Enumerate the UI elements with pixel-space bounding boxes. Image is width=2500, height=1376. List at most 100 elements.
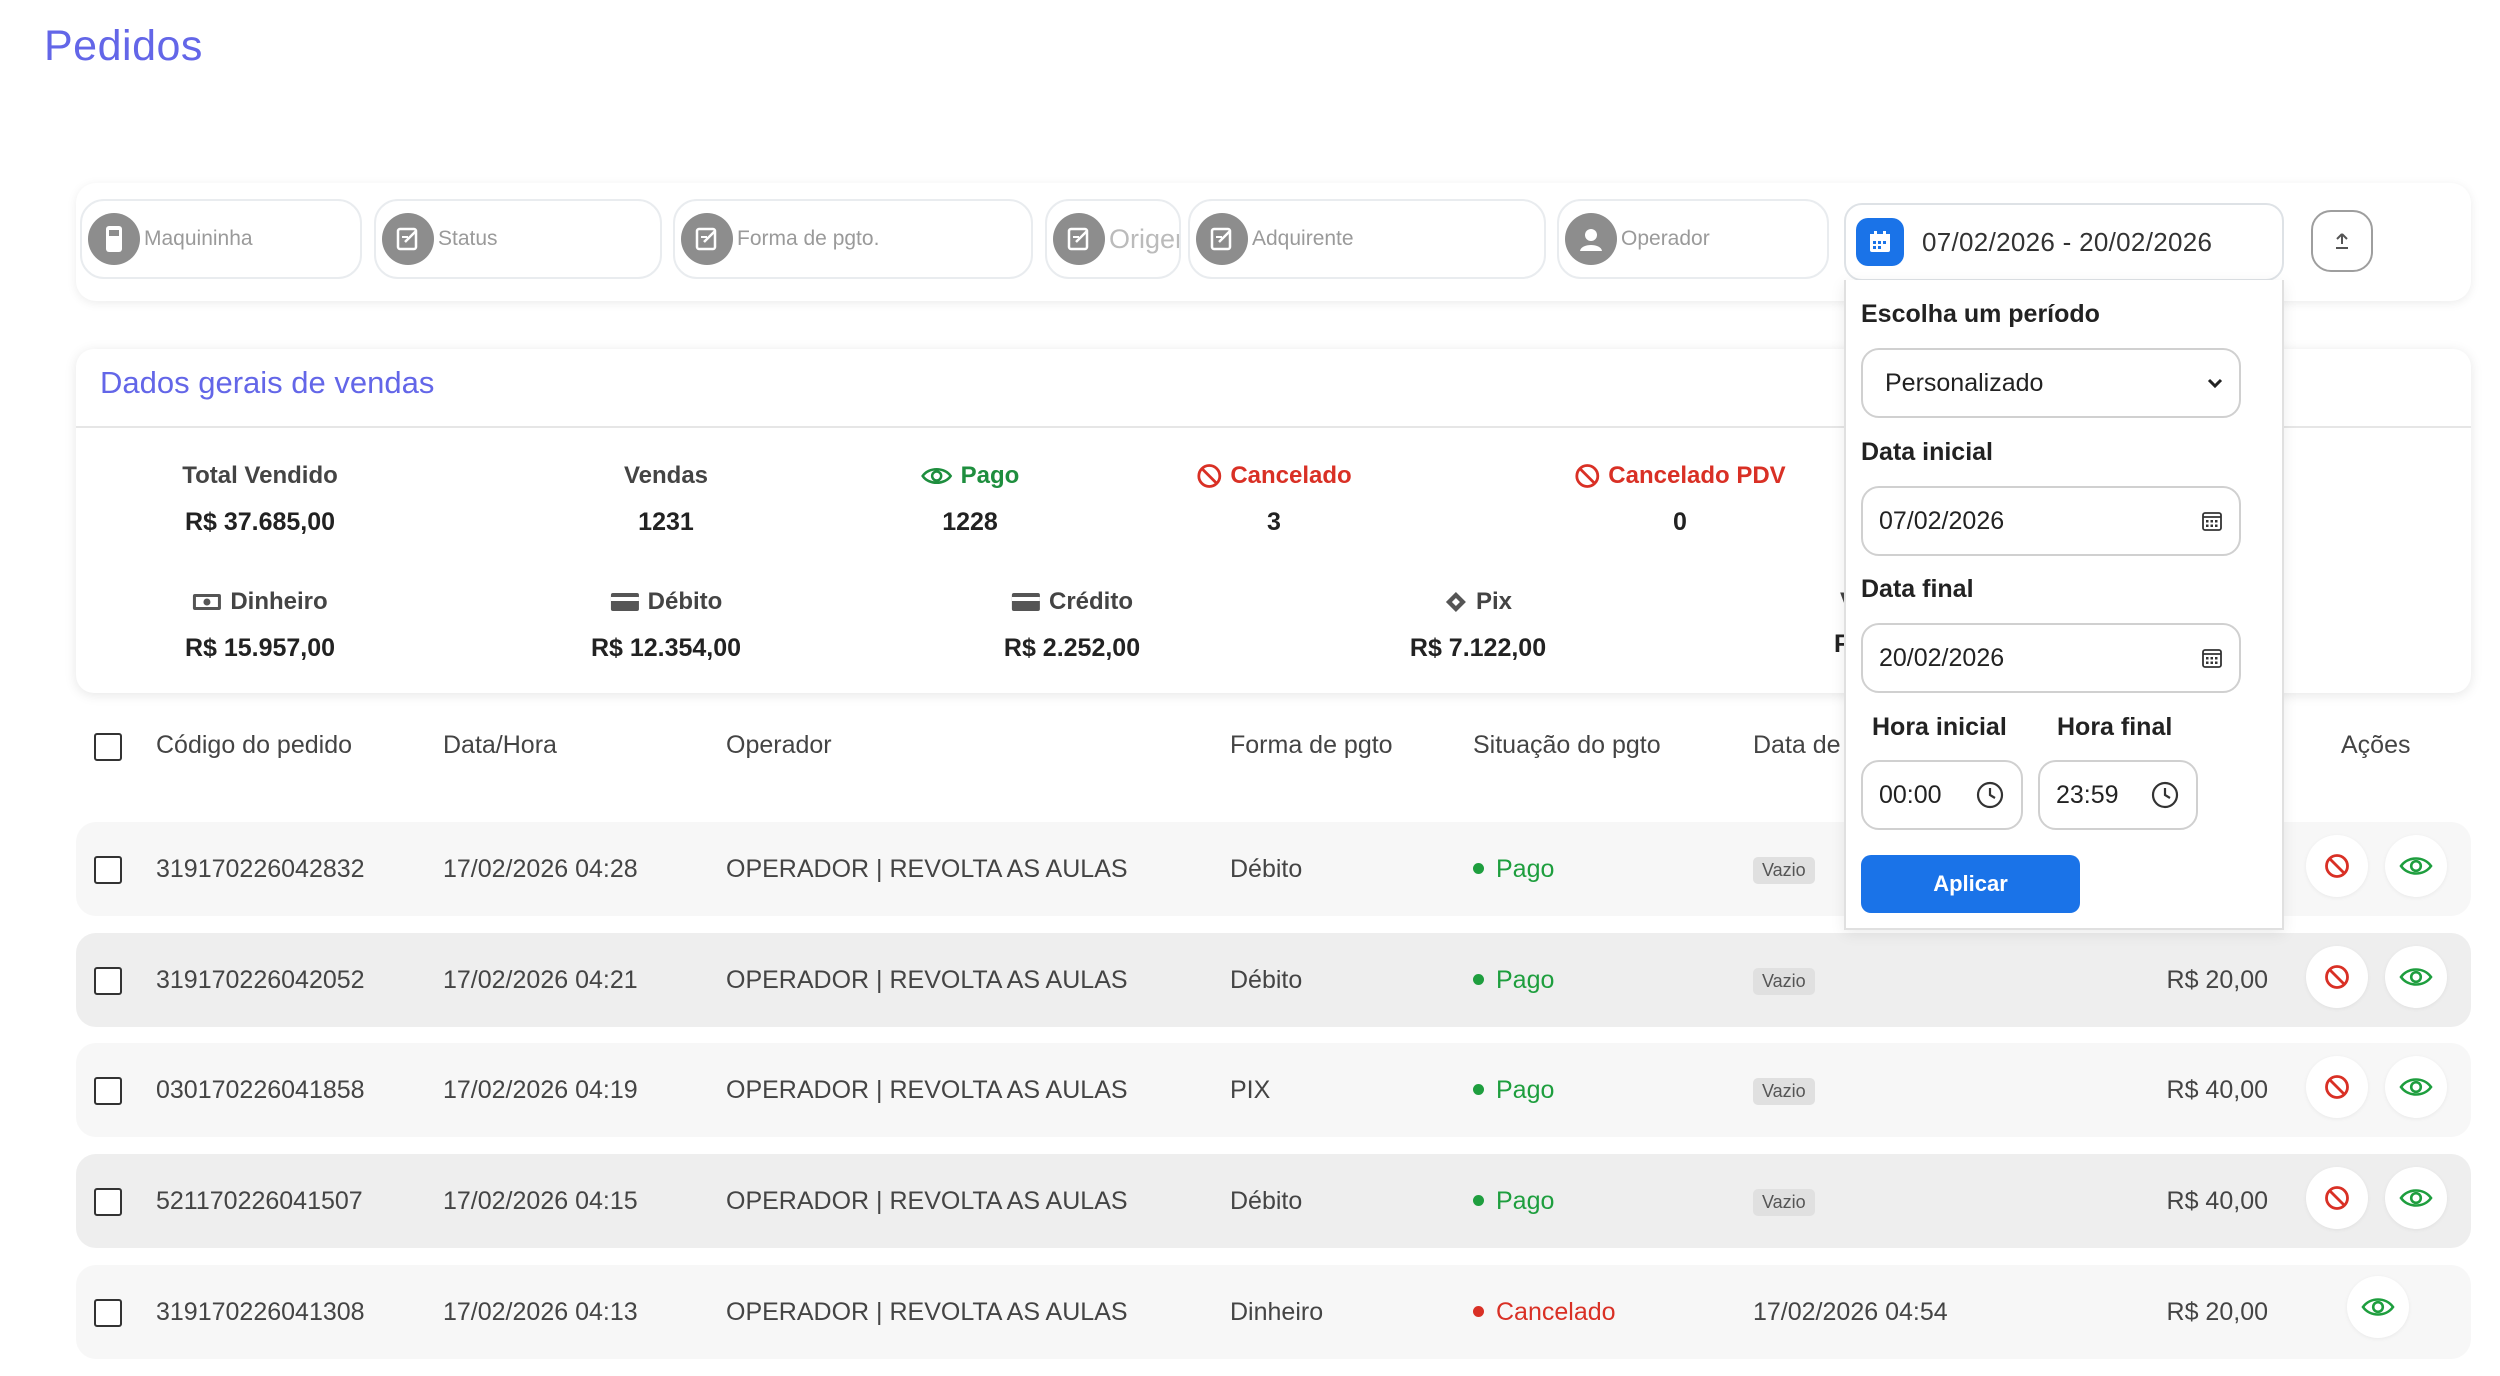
cell-forma-pgto: Dinheiro — [1230, 1298, 1324, 1326]
cell-situacao: Pago — [1473, 1187, 1554, 1216]
summary-title: Dados gerais de vendas — [100, 365, 435, 400]
filter-forma-pgto-label: Forma de pgto. — [737, 227, 880, 250]
calendar-icon — [2202, 649, 2222, 668]
empty-badge: Vazio — [1753, 857, 1815, 884]
calendar-icon — [2202, 512, 2222, 531]
end-time-value: 23:59 — [2056, 780, 2119, 809]
view-order-button[interactable] — [2385, 1056, 2447, 1118]
status-text: Pago — [1496, 1187, 1555, 1215]
table-row[interactable] — [76, 1154, 2471, 1248]
filter-maquininha-label: Maquininha — [144, 227, 253, 250]
filter-maquininha[interactable]: Maquininha — [80, 199, 362, 279]
start-time-label: Hora inicial — [1872, 713, 2007, 741]
cancel-order-button[interactable] — [2306, 1056, 2368, 1118]
cell-data-hora: 17/02/2026 04:15 — [443, 1187, 638, 1215]
view-order-button[interactable] — [2385, 835, 2447, 897]
cancel-order-button[interactable] — [2306, 946, 2368, 1008]
cancel-icon — [2325, 965, 2349, 989]
stat-pix: Pix R$ 7.122,00 — [1410, 588, 1546, 663]
cell-codigo: 319170226042052 — [156, 966, 365, 994]
date-range-picker[interactable]: 07/02/2026 - 20/02/2026 — [1844, 203, 2284, 281]
start-date-label: Data inicial — [1861, 438, 1993, 466]
stat-value: R$ 15.957,00 — [184, 634, 336, 662]
cancel-order-button[interactable] — [2306, 835, 2368, 897]
table-row[interactable] — [76, 933, 2471, 1027]
pix-icon — [1445, 592, 1466, 612]
cell-situacao: Pago — [1473, 1076, 1554, 1105]
filter-forma-pgto[interactable]: Forma de pgto. — [673, 199, 1033, 279]
stat-value: R$ 7.122,00 — [1409, 634, 1547, 662]
view-order-button[interactable] — [2385, 946, 2447, 1008]
export-button[interactable] — [2311, 210, 2373, 272]
stat-value: R$ 2.252,00 — [1003, 634, 1141, 662]
eye-icon — [2399, 1078, 2433, 1096]
cell-forma-pgto: Débito — [1230, 855, 1303, 883]
select-all-checkbox[interactable] — [94, 733, 122, 761]
stat-label: Pago — [960, 462, 1020, 489]
filter-adquirente[interactable]: Adquirente — [1188, 199, 1546, 279]
view-order-button[interactable] — [2385, 1167, 2447, 1229]
cell-forma-pgto: PIX — [1230, 1076, 1271, 1104]
row-checkbox[interactable] — [94, 856, 122, 884]
filter-status-label: Status — [438, 227, 498, 250]
status-text: Pago — [1496, 1076, 1555, 1104]
header-operador[interactable]: Operador — [726, 731, 832, 759]
stat-label: Débito — [647, 588, 723, 615]
start-time-input[interactable]: 00:00 — [1861, 760, 2023, 830]
cancel-order-button[interactable] — [2306, 1167, 2368, 1229]
cell-forma-pgto: Débito — [1230, 966, 1303, 994]
cell-valor: R$ 40,00 — [2166, 1076, 2268, 1104]
header-data-hora[interactable]: Data/Hora — [443, 731, 557, 759]
money-icon — [193, 594, 222, 610]
end-time-input[interactable]: 23:59 — [2038, 760, 2198, 830]
page-title: Pedidos — [44, 22, 203, 70]
eye-icon — [2361, 1298, 2395, 1316]
edit-icon — [1053, 213, 1105, 265]
header-situacao[interactable]: Situação do pgto — [1473, 731, 1661, 759]
cell-operador: OPERADOR | REVOLTA AS AULAS — [726, 966, 1128, 994]
row-checkbox[interactable] — [94, 967, 122, 995]
filter-status[interactable]: Status — [374, 199, 662, 279]
cell-valor: R$ 40,00 — [2166, 1187, 2268, 1215]
status-dot — [1473, 1305, 1484, 1317]
stat-label: Cancelado — [1230, 462, 1352, 489]
cell-operador: OPERADOR | REVOLTA AS AULAS — [726, 1187, 1128, 1215]
eye-icon — [2399, 857, 2433, 875]
view-order-button[interactable] — [2347, 1276, 2409, 1338]
header-data-cancelamento[interactable]: Data de — [1753, 731, 1841, 759]
end-date-label: Data final — [1861, 575, 1974, 603]
start-date-input[interactable]: 07/02/2026 — [1861, 486, 2241, 556]
period-title: Escolha um período — [1861, 300, 2100, 328]
row-checkbox[interactable] — [94, 1299, 122, 1327]
apply-button[interactable]: Aplicar — [1861, 855, 2080, 913]
filter-origem[interactable]: Origem — [1045, 199, 1181, 279]
status-dot — [1473, 862, 1484, 874]
status-dot — [1473, 1083, 1484, 1095]
stat-value: R$ 12.354,00 — [590, 634, 742, 662]
period-select[interactable]: Personalizado — [1861, 348, 2241, 418]
edit-icon — [382, 213, 434, 265]
row-checkbox[interactable] — [94, 1188, 122, 1216]
cancel-icon — [2325, 1075, 2349, 1099]
stat-label: Pix — [1475, 588, 1513, 615]
end-date-value: 20/02/2026 — [1879, 643, 2005, 672]
status-dot — [1473, 1194, 1484, 1206]
cell-codigo: 319170226042832 — [156, 855, 365, 883]
stat-value: 1231 — [638, 508, 694, 536]
cancel-icon — [2325, 1186, 2349, 1210]
edit-icon — [681, 213, 733, 265]
end-date-input[interactable]: 20/02/2026 — [1861, 623, 2241, 693]
stat-label: Crédito — [1049, 588, 1133, 615]
header-forma-pgto[interactable]: Forma de pgto — [1230, 731, 1393, 759]
eye-icon — [2399, 968, 2433, 986]
filter-operador[interactable]: Operador — [1557, 199, 1829, 279]
cancel-icon — [1575, 464, 1600, 488]
status-text: Pago — [1496, 855, 1555, 883]
stat-total-vendido: Total Vendido R$ 37.685,00 — [182, 462, 338, 537]
table-row[interactable] — [76, 1043, 2471, 1137]
clock-icon — [1976, 781, 2004, 809]
row-checkbox[interactable] — [94, 1077, 122, 1105]
status-text: Pago — [1496, 966, 1555, 994]
header-codigo[interactable]: Código do pedido — [156, 731, 352, 759]
table-row[interactable] — [76, 1265, 2471, 1359]
